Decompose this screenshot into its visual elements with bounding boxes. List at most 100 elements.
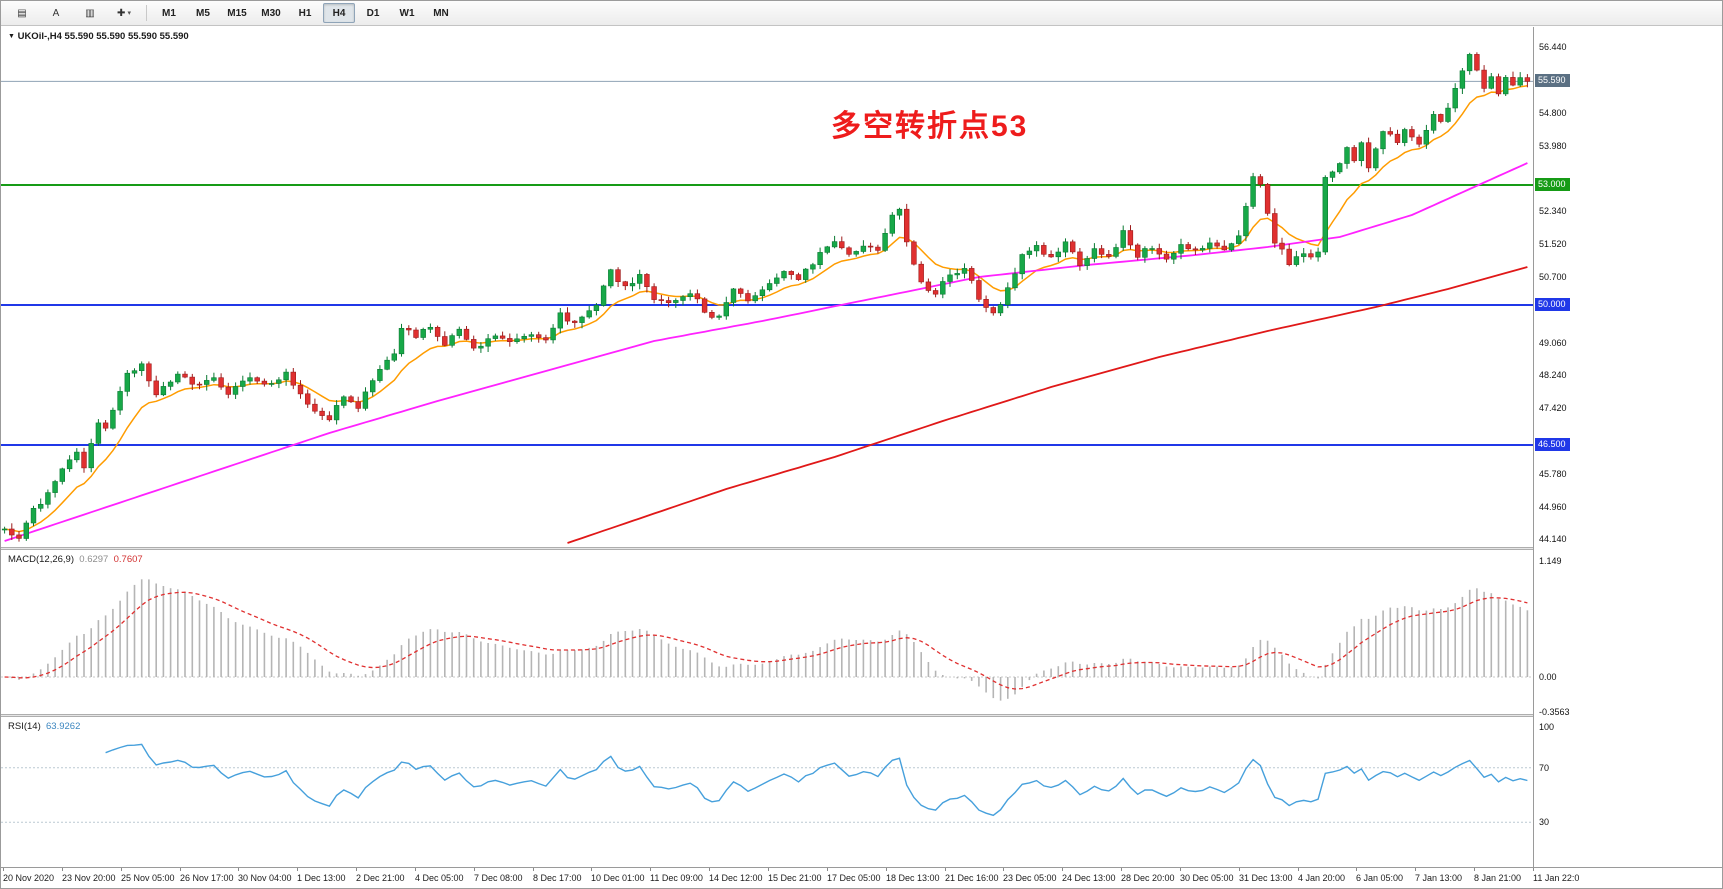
collapse-arrow-icon[interactable]: ▼ xyxy=(8,33,15,40)
time-tick xyxy=(180,868,181,871)
macd-panel[interactable]: MACD(12,26,9) 0.6297 0.7607 xyxy=(1,550,1533,714)
rsi-name: RSI(14) xyxy=(8,721,41,732)
time-label: 28 Dec 20:00 xyxy=(1121,873,1175,883)
time-tick xyxy=(1062,868,1063,871)
time-label: 11 Jan 22:0 xyxy=(1533,873,1580,883)
price-tick-label: 49.060 xyxy=(1539,337,1567,348)
macd-histogram xyxy=(11,579,1529,701)
time-label: 26 Nov 17:00 xyxy=(180,873,234,883)
time-tick xyxy=(945,868,946,871)
time-label: 20 Nov 2020 xyxy=(3,873,55,883)
time-label: 6 Jan 05:00 xyxy=(1356,873,1404,883)
timeframe-button-m5[interactable]: M5 xyxy=(196,7,210,19)
time-label: 11 Dec 09:00 xyxy=(650,873,703,883)
time-tick xyxy=(1121,868,1122,871)
panel-splitter[interactable] xyxy=(1,714,1533,717)
toolbar-separator xyxy=(146,5,147,21)
time-label: 30 Nov 04:00 xyxy=(238,873,292,883)
symbol-ohlc-text: UKOil-,H4 55.590 55.590 55.590 55.590 xyxy=(17,31,189,42)
time-tick xyxy=(238,868,239,871)
toolbar: ▤ A ▥ ✚ ▾ M1 M5 M15 M30 H1 H4 D1 W1 MN xyxy=(1,1,1722,26)
timeframe-button-h1[interactable]: H1 xyxy=(298,7,312,19)
timeframe-button-mn[interactable]: MN xyxy=(433,7,449,19)
price-tick-label: 44.140 xyxy=(1539,534,1567,545)
time-tick xyxy=(1003,868,1004,871)
price-badge-46.500: 46.500 xyxy=(1535,438,1570,451)
time-label: 15 Dec 21:00 xyxy=(768,873,822,883)
macd-tick-label: 1.149 xyxy=(1539,556,1562,567)
rsi-tick-label: 30 xyxy=(1539,817,1550,828)
rsi-tick-label: 100 xyxy=(1539,722,1555,732)
dropdown-caret-icon: ▾ xyxy=(127,10,131,17)
time-tick xyxy=(886,868,887,871)
price-tick-label: 48.240 xyxy=(1539,370,1567,381)
price-badge-55.590: 55.590 xyxy=(1535,74,1570,88)
time-axis[interactable]: 20 Nov 2020 23 Nov 20:00 25 Nov 05:00 26 No… xyxy=(1,867,1722,888)
time-tick xyxy=(3,868,4,871)
price-tick-label: 51.520 xyxy=(1539,239,1567,250)
time-tick xyxy=(62,868,63,871)
time-label: 25 Nov 05:00 xyxy=(121,873,175,883)
chart-window-icon[interactable]: ▥ xyxy=(85,7,95,19)
timeframe-button-m30[interactable]: M30 xyxy=(261,7,281,19)
rsi-plot[interactable] xyxy=(1,717,1533,867)
price-tick-label: 52.340 xyxy=(1539,206,1567,217)
time-tick xyxy=(1474,868,1475,871)
time-label: 8 Dec 17:00 xyxy=(533,873,582,883)
rsi-label: RSI(14) 63.9262 xyxy=(8,721,80,732)
timeframe-button-m1[interactable]: M1 xyxy=(162,7,176,19)
time-tick xyxy=(1533,868,1534,871)
crosshair-icon[interactable]: ✚ ▾ xyxy=(117,7,131,19)
market-watch-icon[interactable]: ▤ xyxy=(17,7,27,19)
toolbar-icon-group: ▤ A ▥ ✚ ▾ xyxy=(5,3,141,23)
rsi-value: 63.9262 xyxy=(46,721,81,732)
time-label: 4 Jan 20:00 xyxy=(1298,873,1346,883)
timeframe-button-h4[interactable]: H4 xyxy=(323,3,355,23)
time-label: 7 Dec 08:00 xyxy=(474,873,523,883)
time-label: 4 Dec 05:00 xyxy=(415,873,464,883)
timeframe-button-m15[interactable]: M15 xyxy=(227,7,247,19)
time-tick xyxy=(591,868,592,871)
macd-main-value: 0.6297 xyxy=(79,554,109,565)
time-tick xyxy=(297,868,298,871)
price-axis[interactable]: 56.440 54.800 53.980 52.340 51.520 50.700 49.0… xyxy=(1533,27,1722,867)
price-chart-panel[interactable]: ▼ UKOil-,H4 55.590 55.590 55.590 55.590 … xyxy=(1,27,1533,547)
price-tick-label: 53.980 xyxy=(1539,140,1567,151)
rsi-tick-label: 70 xyxy=(1539,762,1550,773)
candlestick-chart[interactable] xyxy=(1,27,1533,547)
panel-splitter[interactable] xyxy=(1,547,1533,550)
price-badge-53.000: 53.000 xyxy=(1535,178,1570,191)
time-tick xyxy=(650,868,651,871)
time-tick xyxy=(1356,868,1357,871)
time-label: 31 Dec 13:00 xyxy=(1239,873,1293,883)
macd-label: MACD(12,26,9) 0.6297 0.7607 xyxy=(8,554,143,565)
price-tick-label: 45.780 xyxy=(1539,468,1567,479)
timeframe-button-w1[interactable]: W1 xyxy=(399,7,415,19)
rsi-panel[interactable]: RSI(14) 63.9262 xyxy=(1,717,1533,867)
macd-tick-label: -0.3563 xyxy=(1539,707,1570,717)
symbol-info-line: ▼ UKOil-,H4 55.590 55.590 55.590 55.590 xyxy=(8,31,189,42)
chart-annotation-text[interactable]: 多空转折点53 xyxy=(831,110,1029,143)
time-tick xyxy=(768,868,769,871)
time-tick xyxy=(709,868,710,871)
time-label: 8 Jan 21:00 xyxy=(1474,873,1522,883)
macd-name: MACD(12,26,9) xyxy=(8,554,74,565)
time-tick xyxy=(1239,868,1240,871)
time-label: 10 Dec 01:00 xyxy=(591,873,645,883)
timeframe-button-d1[interactable]: D1 xyxy=(366,7,380,19)
macd-plot[interactable] xyxy=(1,550,1533,714)
time-tick xyxy=(1298,868,1299,871)
time-label: 21 Dec 16:00 xyxy=(945,873,999,883)
price-tick-label: 50.700 xyxy=(1539,272,1567,282)
macd-signal-value: 0.7607 xyxy=(113,554,143,565)
cursor-arrow-icon[interactable]: A xyxy=(52,7,60,19)
time-tick xyxy=(1415,868,1416,871)
time-tick xyxy=(121,868,122,871)
time-label: 24 Dec 13:00 xyxy=(1062,873,1116,883)
price-badge-50.000: 50.000 xyxy=(1535,298,1570,311)
candles xyxy=(1,52,1531,542)
time-label: 14 Dec 12:00 xyxy=(709,873,763,883)
macd-tick-label: 0.00 xyxy=(1539,672,1557,682)
time-tick xyxy=(827,868,828,871)
